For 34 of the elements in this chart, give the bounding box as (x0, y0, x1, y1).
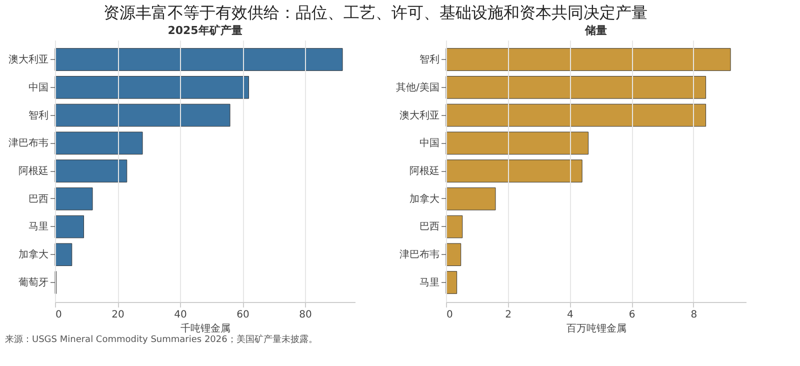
x-tick-label: 40 (174, 310, 187, 320)
x-tick-label: 4 (567, 310, 574, 320)
y-tick-label: 加拿大 (410, 192, 440, 205)
y-tick-label: 津巴布韦 (400, 248, 440, 261)
x-tick-label: 0 (446, 310, 453, 320)
y-tick-label: 中国 (28, 81, 48, 94)
text: 资源丰富不等于有效供给：品位、工艺、许可、基础设施和资本共同决定产量 (104, 3, 648, 22)
y-tick-label: 马里 (28, 222, 48, 233)
x-axis-title: 百万吨锂金属 (566, 322, 626, 334)
y-tick-label: 阿根廷 (18, 165, 48, 177)
x-tick-label: 20 (112, 310, 124, 320)
x-axis-title: 千吨锂金属 (180, 322, 230, 334)
y-tick-label: 澳大利亚 (8, 54, 48, 66)
x-tick-label: 80 (299, 310, 312, 320)
y-tick-label: 马里 (420, 277, 440, 288)
x-tick-label: 6 (628, 310, 636, 320)
y-tick-label: 葡萄牙 (18, 276, 48, 288)
y-tick-label: 智利 (28, 109, 48, 122)
source-note: 来源：USGS Mineral Commodity Summaries 2026；美国矿产量未披露。 (5, 334, 318, 345)
y-tick-label: 巴西 (28, 194, 48, 205)
y-tick-label: 中国 (420, 137, 440, 150)
chart-title: 2025年矿产量 (168, 24, 242, 37)
y-tick-label: 其他/美国 (396, 81, 440, 94)
chart-title: 储量 (584, 24, 607, 37)
y-tick-label: 加拿大 (18, 248, 48, 261)
y-tick-label: 津巴布韦 (8, 137, 48, 150)
y-tick-label: 阿根廷 (410, 165, 440, 177)
y-tick-label: 智利 (420, 54, 440, 66)
x-tick-label: 60 (236, 310, 250, 320)
y-tick-label: 巴西 (420, 222, 440, 233)
x-tick-label: 0 (56, 310, 62, 320)
x-tick-label: 8 (690, 310, 698, 320)
x-tick-label: 2 (505, 310, 512, 320)
y-tick-label: 澳大利亚 (400, 109, 440, 122)
